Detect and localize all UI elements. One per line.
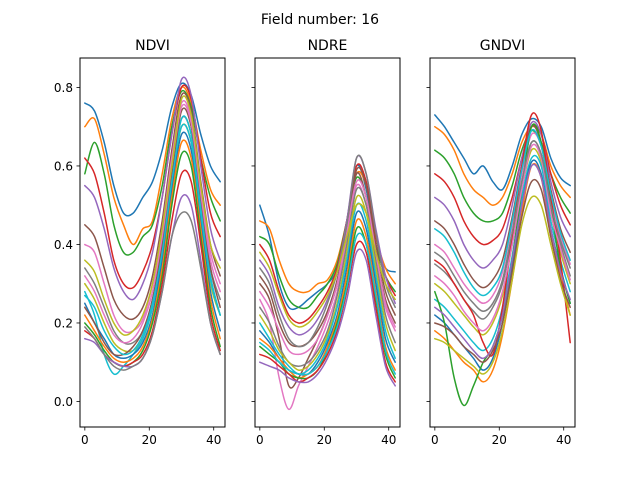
subplot-ndre: NDRE 0 20 40 <box>251 38 401 447</box>
subplot-gndvi-xtick-label: 20 <box>492 433 507 447</box>
subplot-gndvi-xtick-label: 40 <box>556 433 571 447</box>
subplot-gndvi-title: GNDVI <box>480 38 526 54</box>
subplot-gndvi-series-line <box>434 120 571 269</box>
subplot-gndvi: GNDVI 0 20 40 <box>426 38 576 447</box>
subplot-ndre-lines <box>259 154 396 411</box>
subplot-ndre-series-line <box>259 202 396 328</box>
subplot-ndvi-series-line <box>84 211 221 371</box>
subplot-ndvi-series-line <box>84 150 221 367</box>
subplot-ndre-xtick-label: 20 <box>317 433 332 447</box>
subplot-ndvi-series-line <box>84 103 221 344</box>
subplot-ndvi-series-line <box>84 82 221 217</box>
subplot-gndvi-series-line <box>434 140 571 312</box>
subplot-ndvi-frame <box>79 57 226 428</box>
subplot-ndre-series-line <box>259 163 396 324</box>
subplot-gndvi-series-line <box>434 163 571 360</box>
subplot-gndvi-series-line <box>434 143 571 332</box>
subplot-gndvi-series-line <box>434 114 571 191</box>
subplot-ndre-frame <box>254 57 401 428</box>
subplot-ndvi-xtick-label: 0 <box>81 433 89 447</box>
subplot-ndvi-series-line <box>84 139 221 363</box>
subplot-ndvi-title: NDVI <box>135 38 170 54</box>
subplot-ndvi-ticks: 0 20 40 0.0 0.2 0.4 0.6 0.8 <box>54 81 221 447</box>
subplot-gndvi-series-line <box>434 125 571 206</box>
subplot-ndre-series-line <box>259 248 396 387</box>
subplot-ndvi-xtick-label: 40 <box>206 433 221 447</box>
subplot-ndre-series-line <box>259 232 396 376</box>
subplot-ndre-ticks: 0 20 40 <box>251 87 396 447</box>
subplot-gndvi-lines <box>434 112 571 407</box>
subplot-ndre-title: NDRE <box>308 38 348 54</box>
subplot-gndvi-frame <box>429 57 576 428</box>
subplot-ndre-series-line <box>259 202 396 375</box>
subplot-ndre-series-line <box>259 218 396 379</box>
subplot-ndvi: NDVI 0 20 40 0.0 0.2 0.4 0.6 0.8 <box>54 38 226 447</box>
figure-suptitle: Field number: 16 <box>261 12 379 28</box>
subplot-ndre-series-line <box>259 194 396 371</box>
subplot-ndre-series-line <box>259 154 396 348</box>
subplot-gndvi-series-line <box>434 195 571 375</box>
subplot-ndvi-lines <box>84 76 221 376</box>
subplot-gndvi-xtick-label: 0 <box>431 433 439 447</box>
subplot-gndvi-series-line <box>434 178 571 363</box>
subplot-gndvi-ticks: 0 20 40 <box>426 87 571 447</box>
subplot-ndre-series-line <box>259 179 396 356</box>
subplot-ndre-series-line <box>259 166 396 348</box>
subplot-ndvi-series-line <box>84 76 221 301</box>
subplot-ndvi-ytick-label: 0.6 <box>54 159 73 173</box>
subplot-ndvi-xtick-label: 20 <box>142 433 157 447</box>
subplot-ndvi-series-line <box>84 115 221 376</box>
subplot-ndvi-series-line <box>84 123 221 356</box>
subplot-ndvi-series-line <box>84 95 221 336</box>
subplot-ndre-series-line <box>259 240 396 383</box>
subplot-gndvi-series-line <box>434 128 571 297</box>
subplot-ndvi-series-line <box>84 131 221 360</box>
subplot-gndvi-series-line <box>434 124 571 246</box>
subplot-ndvi-ytick-label: 0.4 <box>54 238 73 252</box>
subplot-ndre-xtick-label: 0 <box>256 433 264 447</box>
subplot-ndvi-ytick-label: 0.8 <box>54 81 73 95</box>
subplot-ndre-xtick-label: 40 <box>381 433 396 447</box>
subplot-ndvi-ytick-label: 0.2 <box>54 316 73 330</box>
subplot-ndvi-ytick-label: 0.0 <box>54 395 73 409</box>
